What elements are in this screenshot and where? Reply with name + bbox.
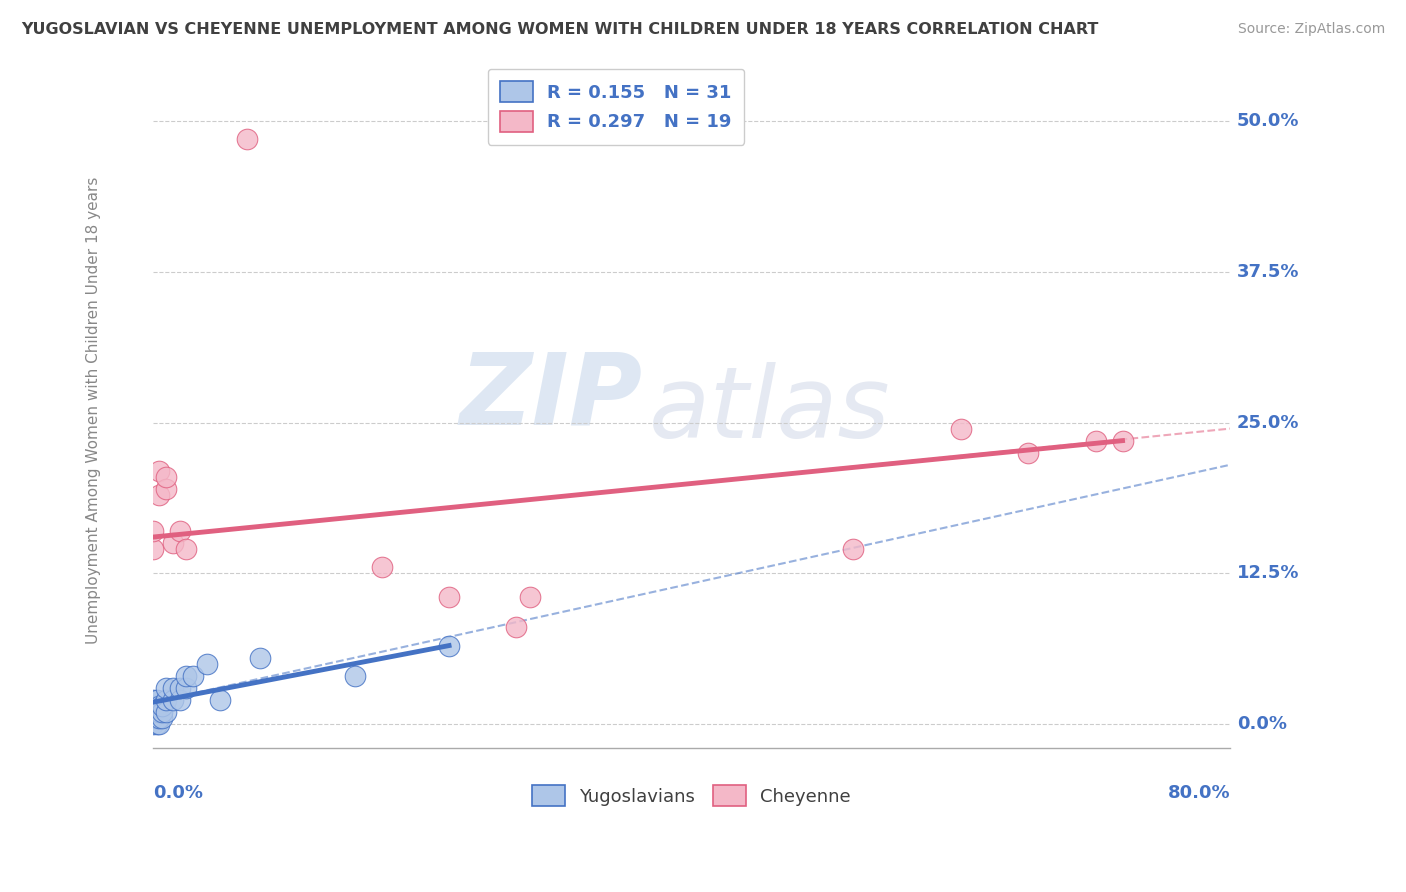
Text: ZIP: ZIP [460, 349, 643, 445]
Point [148, 717, 170, 731]
Point [505, 620, 527, 634]
Point [155, 482, 177, 496]
Point [155, 470, 177, 484]
Point [162, 693, 184, 707]
Point [209, 693, 232, 707]
Point [148, 488, 170, 502]
Point [162, 536, 184, 550]
Point [195, 657, 218, 671]
Point [519, 591, 541, 605]
Point [148, 698, 170, 713]
Point [236, 132, 259, 146]
Text: 12.5%: 12.5% [1237, 565, 1299, 582]
Text: 25.0%: 25.0% [1237, 414, 1299, 432]
Text: 50.0%: 50.0% [1237, 112, 1299, 130]
Point [343, 669, 366, 683]
Legend: Yugoslavians, Cheyenne: Yugoslavians, Cheyenne [524, 778, 858, 814]
Point [142, 524, 165, 538]
Point [181, 669, 204, 683]
Point [176, 681, 198, 695]
Point [146, 705, 169, 719]
Point [142, 693, 165, 707]
Point [150, 698, 173, 713]
Point [150, 705, 173, 719]
Text: 80.0%: 80.0% [1167, 784, 1230, 802]
Point [148, 464, 170, 478]
Point [169, 524, 191, 538]
Point [437, 591, 460, 605]
Point [1111, 434, 1133, 448]
Point [249, 650, 271, 665]
Text: atlas: atlas [648, 362, 890, 459]
Text: 0.0%: 0.0% [153, 784, 202, 802]
Point [176, 669, 198, 683]
Point [142, 711, 165, 725]
Point [146, 717, 169, 731]
Point [146, 711, 169, 725]
Text: Source: ZipAtlas.com: Source: ZipAtlas.com [1237, 22, 1385, 37]
Point [176, 542, 198, 557]
Text: 37.5%: 37.5% [1237, 263, 1299, 281]
Point [155, 705, 177, 719]
Point [142, 698, 165, 713]
Point [169, 693, 191, 707]
Point [949, 421, 972, 435]
Point [146, 693, 169, 707]
Point [169, 681, 191, 695]
Text: 0.0%: 0.0% [1237, 714, 1286, 733]
Point [1017, 446, 1039, 460]
Point [1084, 434, 1107, 448]
Text: Unemployment Among Women with Children Under 18 years: Unemployment Among Women with Children U… [86, 177, 101, 644]
Point [148, 705, 170, 719]
Point [150, 711, 173, 725]
Text: YUGOSLAVIAN VS CHEYENNE UNEMPLOYMENT AMONG WOMEN WITH CHILDREN UNDER 18 YEARS CO: YUGOSLAVIAN VS CHEYENNE UNEMPLOYMENT AMO… [21, 22, 1098, 37]
Point [437, 639, 460, 653]
Point [142, 717, 165, 731]
Point [162, 681, 184, 695]
Point [370, 560, 392, 574]
Point [155, 681, 177, 695]
Point [155, 693, 177, 707]
Point [842, 542, 865, 557]
Point [148, 711, 170, 725]
Point [142, 705, 165, 719]
Point [142, 542, 165, 557]
